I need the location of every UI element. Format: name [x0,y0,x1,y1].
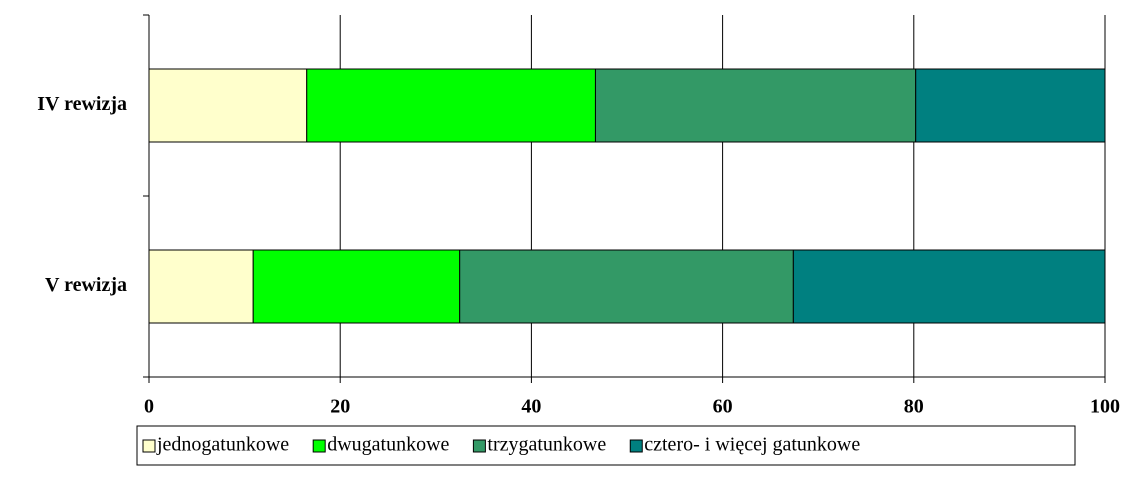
legend-label: trzygatunkowe [487,434,606,456]
bar-segment [148,68,308,143]
x-tick-label: 100 [1090,396,1120,418]
bar-segment [306,68,596,143]
x-tick-label: 0 [144,396,154,418]
bar-segment [252,249,461,324]
legend-swatch [629,439,643,453]
bar-segment [459,249,794,324]
legend-label: dwugatunkowe [327,434,449,456]
x-tick-label: 60 [713,396,733,418]
legend-swatch [312,439,326,453]
x-tick-label: 40 [521,396,541,418]
bar-segment [148,249,254,324]
bar-segment [594,68,917,143]
legend-label: cztero- i więcej gatunkowe [644,434,860,456]
legend-swatch [142,439,156,453]
y-tick-label: V rewizja [45,274,127,296]
y-tick-label: IV rewizja [37,93,127,115]
bar-segment [915,68,1106,143]
legend-box [136,425,1076,466]
bar-segment [792,249,1106,324]
legend-label: jednogatunkowe [156,434,289,456]
x-tick-label: 80 [904,396,924,418]
x-tick-label: 20 [330,396,350,418]
legend-swatch [472,439,486,453]
